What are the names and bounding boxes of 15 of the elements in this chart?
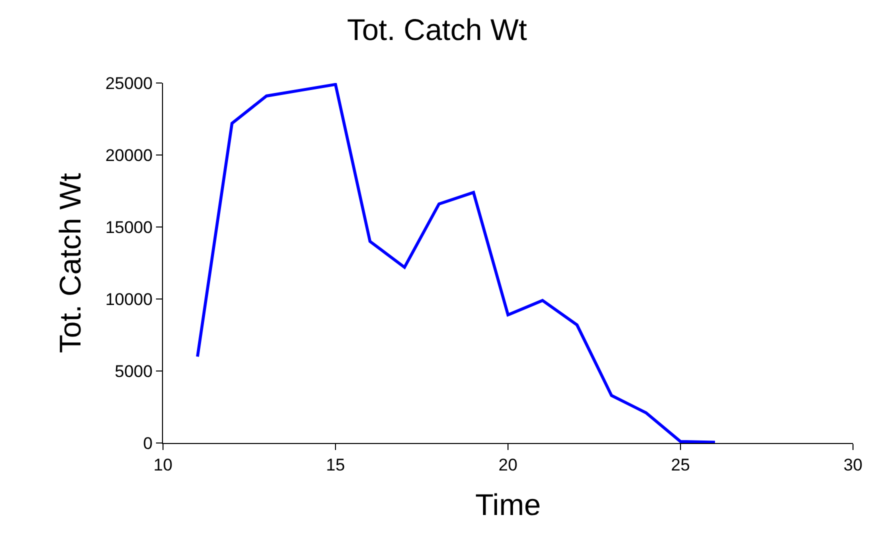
- y-tick-label: 15000: [105, 218, 153, 237]
- chart-title: Tot. Catch Wt: [346, 14, 528, 47]
- line-series: [196, 83, 716, 443]
- x-tick-label: 20: [498, 455, 518, 474]
- x-tick-label: 15: [326, 455, 345, 474]
- y-tick-label: 10000: [105, 290, 153, 309]
- x-tick-label: 30: [844, 455, 862, 474]
- y-tick-label: 5000: [114, 362, 153, 381]
- y-axis-title: Tot. Catch Wt: [54, 172, 88, 354]
- x-tick-label: 10: [154, 455, 172, 474]
- y-tick-label: 25000: [105, 74, 153, 93]
- x-axis-title: Time: [475, 488, 541, 522]
- y-tick-label: 0: [143, 434, 153, 453]
- x-tick-label: 25: [671, 455, 690, 474]
- y-tick-label: 20000: [105, 146, 153, 165]
